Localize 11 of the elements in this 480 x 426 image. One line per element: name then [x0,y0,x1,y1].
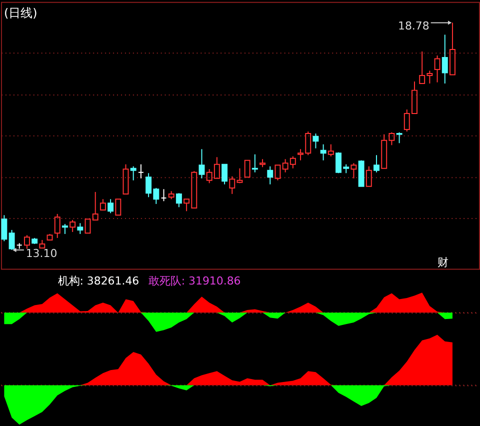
chart-title: (日线) [4,6,38,20]
candlestick [320,144,326,161]
candlestick [252,154,258,173]
candlestick [442,34,448,84]
annotation: 18.78 [398,20,430,33]
text: 敢死队: 31910.86 [148,274,241,288]
text: 机构: 38261.46 [58,274,140,288]
annotation: 财 [438,256,449,269]
annotation: 13.10 [26,246,58,260]
candlestick [312,133,319,149]
candlestick [138,164,144,179]
